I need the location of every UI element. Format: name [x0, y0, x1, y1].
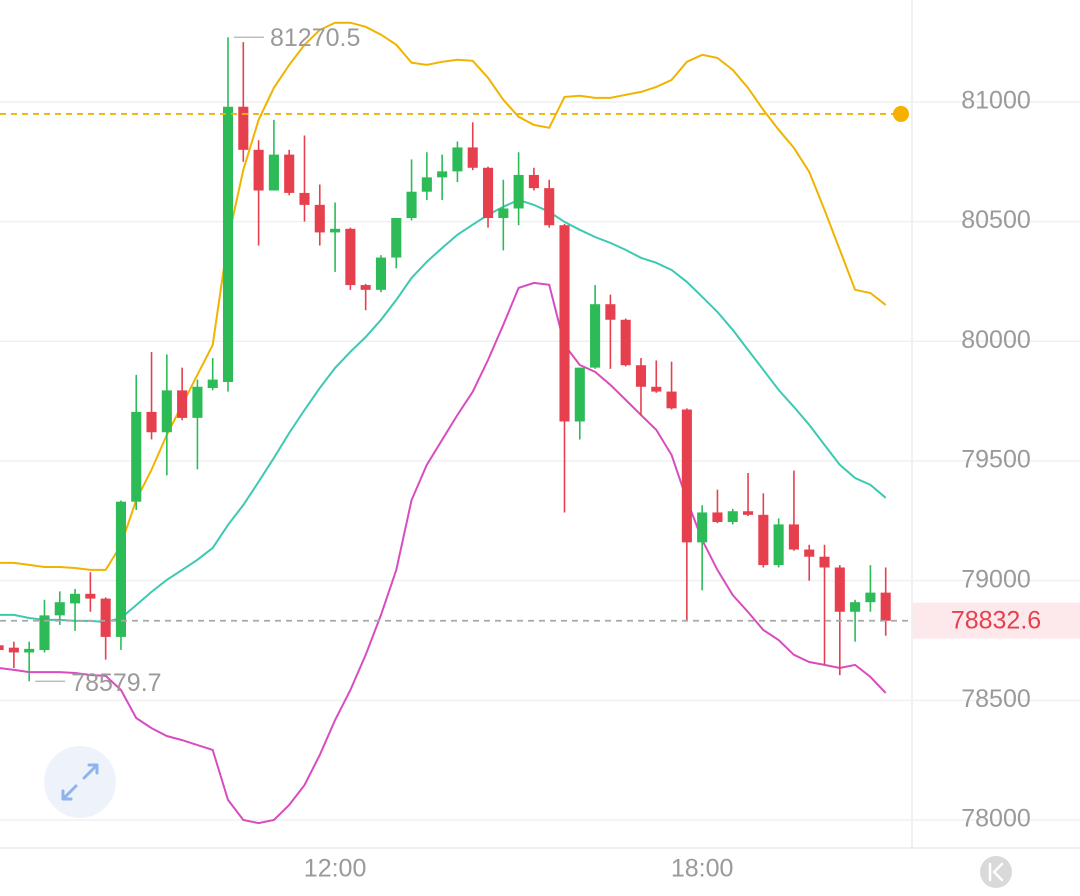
candle-body [391, 218, 402, 258]
candle-body [115, 501, 126, 637]
candle-body [498, 208, 509, 219]
expand-button[interactable] [44, 746, 116, 818]
grid-layer [0, 101, 1080, 821]
candle-body [574, 367, 585, 422]
band-layer [0, 21, 887, 825]
candle-body [452, 147, 463, 172]
candle-body [253, 149, 264, 191]
candle-body [406, 191, 417, 219]
candle-body [681, 409, 692, 543]
candle-body [482, 167, 494, 219]
candle-body [758, 514, 769, 566]
candle-body [8, 647, 19, 653]
candle-body [513, 174, 524, 209]
candle-body [54, 602, 65, 616]
scroll-button-bg[interactable] [980, 856, 1012, 888]
expand-icon [61, 763, 99, 801]
band-line [0, 21, 887, 571]
candle-body [528, 174, 539, 189]
scroll-icon [988, 862, 1004, 882]
candle-body [146, 411, 157, 433]
x-tick-label: 12:00 [304, 855, 367, 883]
x-tick-label: 18:00 [671, 855, 734, 883]
candle-body [620, 319, 631, 366]
candle-body [207, 379, 218, 388]
candle-body [651, 386, 662, 392]
candle-body [24, 648, 35, 653]
candle-layer [0, 37, 891, 682]
candle-body [238, 106, 249, 150]
candle-body [222, 106, 234, 382]
alert-handle [893, 105, 909, 122]
candle-body [467, 147, 478, 168]
y-tick-label: 80500 [961, 206, 1031, 234]
candle-body [804, 549, 815, 557]
candle-body [375, 257, 387, 290]
candle-body [742, 511, 754, 515]
candle-body [161, 390, 172, 433]
candle-body [727, 511, 738, 523]
scroll-to-latest-button[interactable] [980, 856, 1012, 888]
last-price-tag [913, 602, 1080, 639]
candle-body [635, 365, 647, 387]
candle-body [360, 285, 371, 290]
y-tick-label: 80000 [961, 326, 1031, 354]
min-marker-label: 78579.7 [71, 669, 161, 697]
band-line [0, 281, 887, 825]
candle-body [559, 225, 570, 422]
candle-body [177, 390, 188, 418]
candle-body [100, 598, 111, 637]
y-tick-label: 78500 [961, 685, 1031, 713]
candle-body [284, 154, 295, 193]
candle-body [314, 204, 325, 233]
y-tick-label: 81000 [961, 87, 1031, 115]
candle-body [437, 171, 448, 178]
max-marker-label: 81270.5 [270, 24, 360, 52]
y-tick-label: 79500 [961, 446, 1031, 474]
candle-body [192, 386, 203, 418]
y-tick-label: 78000 [961, 805, 1031, 833]
candle-body [131, 411, 142, 502]
candle-body [819, 556, 830, 568]
candle-body [666, 391, 677, 409]
candle-body [0, 645, 4, 651]
band-line [0, 198, 887, 624]
candle-body [834, 567, 845, 612]
candle-body [850, 602, 861, 612]
expand-button-bg[interactable] [44, 746, 116, 818]
candle-body [268, 154, 279, 191]
last-price-label: 78832.6 [951, 606, 1041, 634]
candle-body [85, 593, 96, 599]
candle-body [299, 192, 310, 205]
candle-body [39, 615, 50, 651]
y-tick-label: 79000 [961, 565, 1031, 593]
candle-body [544, 188, 555, 226]
candle-body [590, 304, 601, 368]
candle-body [605, 304, 616, 320]
candle-body [697, 512, 708, 543]
candle-body [773, 524, 784, 566]
candle-body [330, 228, 341, 233]
candle-body [788, 524, 799, 550]
candle-body [345, 228, 356, 286]
candle-body [880, 592, 891, 621]
candle-body [70, 593, 81, 604]
overlay-layer: 78000 78500 79000 79500 80000 80500 81000 12:00… [0, 24, 1080, 883]
candle-body [712, 512, 723, 523]
candle-body [421, 177, 432, 192]
candle-body [865, 592, 876, 603]
